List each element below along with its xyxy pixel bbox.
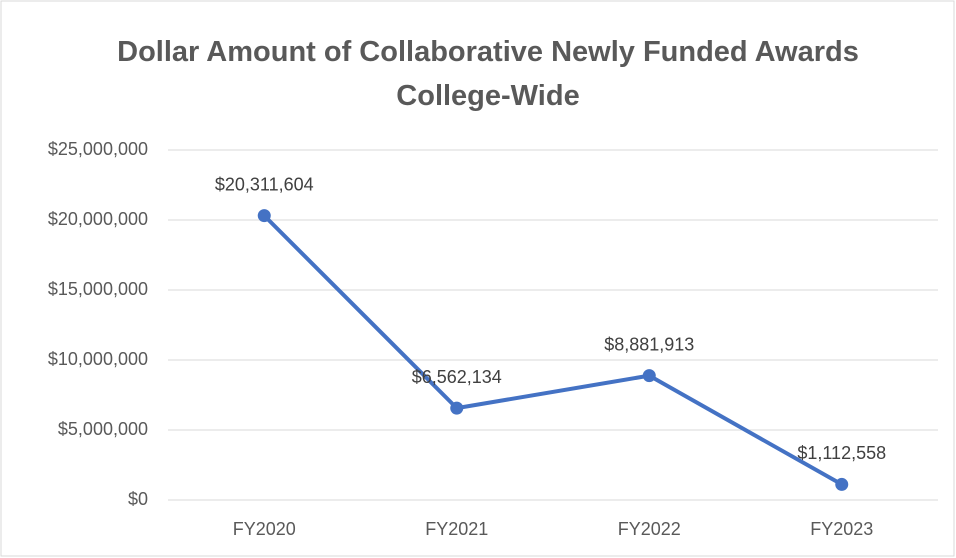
x-tick-label: FY2022 xyxy=(618,519,681,539)
data-label: $20,311,604 xyxy=(215,174,314,194)
x-tick-label: FY2021 xyxy=(425,519,488,539)
y-tick-label: $0 xyxy=(128,489,148,509)
y-tick-label: $15,000,000 xyxy=(48,279,148,299)
y-tick-label: $25,000,000 xyxy=(48,139,148,159)
data-label: $1,112,558 xyxy=(797,443,886,463)
y-tick-label: $5,000,000 xyxy=(58,419,148,439)
y-tick-label: $10,000,000 xyxy=(48,349,148,369)
point xyxy=(450,401,464,415)
chart-title: Dollar Amount of Collaborative Newly Fun… xyxy=(117,36,859,112)
x-tick-label: FY2023 xyxy=(810,519,873,539)
data-label: $8,881,913 xyxy=(604,334,694,354)
series-line xyxy=(262,214,843,487)
point xyxy=(835,477,849,491)
data-label: $6,562,134 xyxy=(412,367,502,387)
point xyxy=(257,209,271,223)
point xyxy=(642,369,656,383)
x-tick-label: FY2020 xyxy=(233,519,296,539)
y-tick-label: $20,000,000 xyxy=(48,209,148,229)
